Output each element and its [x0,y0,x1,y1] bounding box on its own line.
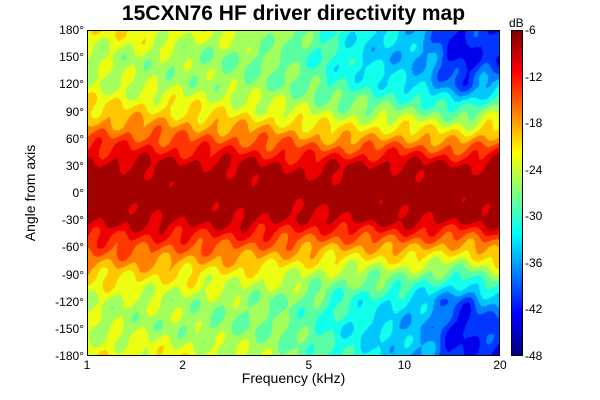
x-tick-label: 20 [493,358,507,372]
colorbar-tick-label: -36 [525,255,543,270]
y-tick-label: 180° [59,23,84,37]
heatmap-plot-area [87,30,500,356]
y-tick-label: 120° [59,77,84,92]
y-tick-label: -30° [61,213,84,228]
colorbar-tick-label: -18 [525,116,543,131]
x-tick-label: 5 [305,358,313,372]
colorbar-tick-label: -12 [525,69,543,84]
y-tick-label: 60° [65,131,84,146]
y-axis-label: Angle from axis [22,144,38,242]
y-tick-label: 150° [59,50,84,65]
colorbar-tick-label: -48 [525,349,543,363]
y-tick-label: -60° [61,240,84,255]
colorbar-tick-label: -6 [525,23,536,37]
y-tick-label: -90° [61,267,84,282]
colorbar-tick-label: -30 [525,209,543,224]
y-tick-label: -150° [55,321,84,336]
y-tick-label: -120° [55,294,84,309]
colorbar-tick-label: -24 [525,162,543,177]
x-tick-label: 1 [83,358,91,372]
y-tick-label: 30° [65,158,84,173]
x-tick-label: 2 [179,358,186,372]
chart-title: 15CXN76 HF driver directivity map [121,2,466,25]
y-tick-label: -180° [55,349,84,363]
colorbar [511,30,523,356]
y-tick-label: 0° [72,186,84,200]
colorbar-tick-label: -42 [525,302,543,317]
colorbar-label: dB [509,16,524,30]
x-axis-label: Frequency (kHz) [241,370,346,386]
y-tick-label: 90° [65,104,84,119]
x-tick-label: 10 [397,358,412,372]
